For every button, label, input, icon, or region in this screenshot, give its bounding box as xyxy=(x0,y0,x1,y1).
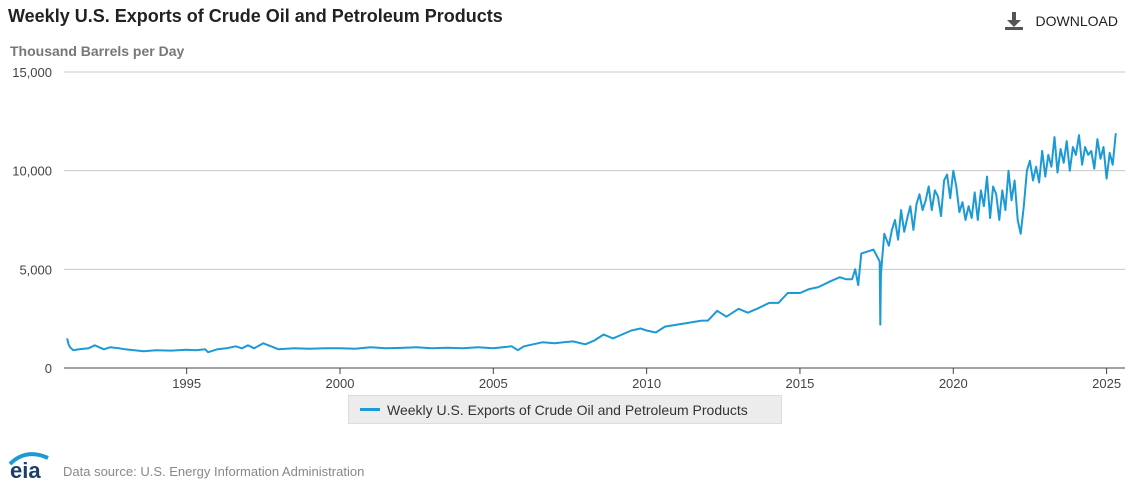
logo-text: eia xyxy=(10,458,41,480)
logo-swoosh xyxy=(8,452,49,466)
y-tick-label: 15,000 xyxy=(12,65,52,80)
x-tick-label: 2005 xyxy=(479,376,508,391)
download-label: DOWNLOAD xyxy=(1035,13,1118,29)
eia-logo-icon: eia xyxy=(8,452,49,480)
y-tick-label: 10,000 xyxy=(12,164,52,179)
eia-logo[interactable]: eia xyxy=(8,450,50,480)
chart-title: Weekly U.S. Exports of Crude Oil and Pet… xyxy=(8,6,503,26)
x-tick-label: 2025 xyxy=(1092,376,1121,391)
download-button[interactable]: DOWNLOAD xyxy=(1004,11,1118,31)
x-tick-label: 1995 xyxy=(172,376,201,391)
data-source: Data source: U.S. Energy Information Adm… xyxy=(63,464,365,479)
x-tick-label: 2010 xyxy=(632,376,661,391)
download-icon xyxy=(1004,11,1024,31)
legend-swatch xyxy=(360,408,380,411)
legend-label: Weekly U.S. Exports of Crude Oil and Pet… xyxy=(387,401,748,418)
units-label: Thousand Barrels per Day xyxy=(10,43,185,59)
x-axis-ticks: 1995 2000 2005 2010 2015 2020 2025 xyxy=(172,368,1121,391)
y-axis-ticks: 0 5,000 10,000 15,000 xyxy=(12,65,52,376)
gridlines xyxy=(64,71,1125,369)
legend-item[interactable]: Weekly U.S. Exports of Crude Oil and Pet… xyxy=(348,395,782,424)
series-line[interactable] xyxy=(66,133,1117,354)
x-tick-label: 2015 xyxy=(785,376,814,391)
line-chart: 0 5,000 10,000 15,000 1995 2000 2005 2010 2015 2… xyxy=(12,65,1125,391)
y-tick-label: 0 xyxy=(45,361,52,376)
x-tick-label: 2020 xyxy=(939,376,968,391)
series-layer xyxy=(66,133,1117,354)
x-tick-label: 2000 xyxy=(326,376,355,391)
y-tick-label: 5,000 xyxy=(19,262,52,277)
